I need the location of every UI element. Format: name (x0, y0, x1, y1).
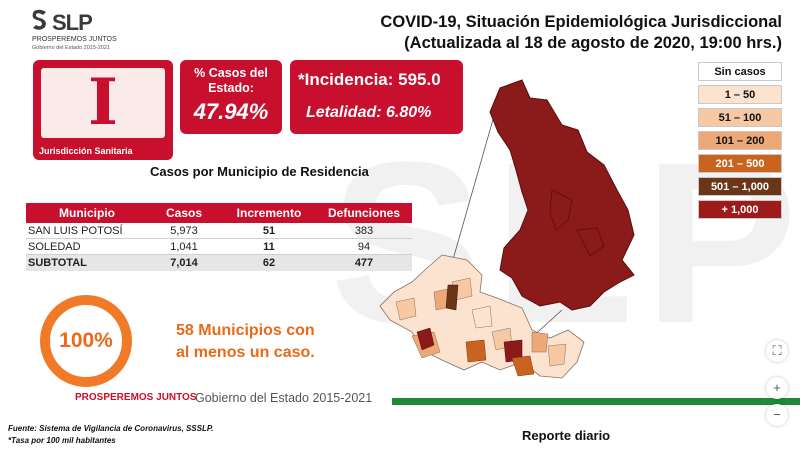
header-municipio: Municipio (59, 206, 115, 220)
cell-defunciones: 383 (354, 224, 374, 237)
cell-incremento: 11 (263, 240, 275, 253)
zoom-out-button[interactable]: − (766, 404, 788, 426)
percent-ring: 100% (40, 295, 132, 387)
legend-item: 501 – 1,000 (698, 177, 782, 196)
subtotal-defunciones: 477 (354, 257, 374, 269)
cell-casos: 1,041 (170, 240, 198, 253)
state-share-card: % Casos del Estado: 47.94% (180, 60, 282, 134)
zoom-in-icon: + (773, 380, 781, 395)
cell-incremento: 51 (262, 224, 276, 237)
brand-tagline: PROSPEREMOS JUNTOS (32, 36, 117, 43)
legend-item: + 1,000 (698, 200, 782, 219)
municipio-region (395, 297, 417, 321)
footer-stripe-gap (370, 398, 392, 405)
fit-screen-icon: ⛶ (772, 343, 782, 358)
legend-item: Sin casos (698, 62, 782, 81)
municipio-region (531, 331, 549, 353)
jurisdiction-numeral-box: I (41, 68, 165, 138)
municipio-region (511, 355, 535, 377)
table-row: SAN LUIS POTOSÍ 5,973 51 383 (26, 223, 412, 239)
header-casos: Casos (165, 206, 203, 220)
enlarged-internal-border (576, 227, 605, 257)
rate-note: *Tasa por 100 mil habitantes (8, 436, 116, 445)
legend-item: 101 – 200 (698, 131, 782, 150)
footer-green-stripe (388, 398, 800, 405)
table-title: Casos por Municipio de Residencia (150, 164, 369, 179)
jurisdiction-numeral: I (88, 65, 118, 140)
jurisdiction-map (379, 79, 635, 379)
header-incremento: Incremento (236, 206, 302, 220)
footer-government: Gobierno del Estado 2015-2021 (195, 391, 373, 405)
jurisdiction-label: Jurisdicción Sanitaria (39, 146, 133, 156)
cases-table: Municipio Casos Incremento Defunciones S… (26, 203, 412, 271)
table-header: Municipio Casos Incremento Defunciones (26, 203, 412, 223)
cell-municipio: SAN LUIS POTOSÍ (28, 224, 123, 237)
legend-item: 201 – 500 (698, 154, 782, 173)
fit-screen-button[interactable]: ⛶ (766, 340, 788, 362)
subtotal-casos: 7,014 (170, 257, 198, 269)
footer-logo: PROSPEREMOS JUNTOS (75, 392, 197, 403)
municipio-region (465, 339, 487, 363)
cell-casos: 5,973 (170, 224, 198, 237)
lethality-value: Letalidad: 6.80% (306, 104, 432, 121)
summary-line-1: 58 Municipios con (176, 322, 315, 339)
subtotal-incremento: 62 (262, 257, 276, 269)
enlarged-internal-border (549, 189, 573, 231)
slp-logo-icon (32, 9, 46, 30)
zoom-in-button[interactable]: + (766, 377, 788, 399)
cell-municipio: SOLEDAD (28, 240, 81, 253)
zoom-out-icon: − (773, 407, 781, 422)
rates-card: *Incidencia: 595.0 Letalidad: 6.80% (290, 60, 463, 134)
subtotal-label: SUBTOTAL (28, 257, 87, 269)
brand-subtag: Gobierno del Estado 2015-2021 (32, 45, 110, 51)
title-line-1: COVID-19, Situación Epidemiológica Juris… (380, 13, 782, 31)
page-title: COVID-19, Situación Epidemiológica Juris… (342, 12, 782, 54)
legend-item: 1 – 50 (698, 85, 782, 104)
source-note: Fuente: Sistema de Vigilancia de Coronav… (8, 424, 214, 433)
cell-defunciones: 94 (357, 240, 371, 253)
incidence-value: *Incidencia: 595.0 (298, 70, 441, 89)
report-label: Reporte diario (522, 428, 611, 443)
table-subtotal-row: SUBTOTAL 7,014 62 477 (26, 255, 412, 271)
brand-name: SLP (52, 10, 93, 35)
state-share-value: 47.94% (193, 99, 269, 124)
municipio-region (416, 327, 435, 351)
legend-item: 51 – 100 (698, 108, 782, 127)
summary-line-2: al menos un caso. (176, 344, 315, 361)
header-defunciones: Defunciones (327, 206, 400, 220)
municipalities-summary: 58 Municipios con al menos un caso. (176, 320, 315, 364)
table-row: SOLEDAD 1,041 11 94 (26, 239, 412, 255)
title-line-2: (Actualizada al 18 de agosto de 2020, 19… (404, 34, 782, 52)
map-legend: Sin casos 1 – 50 51 – 100 101 – 200 201 … (698, 62, 782, 223)
municipio-region (547, 343, 567, 367)
municipio-region (445, 284, 459, 311)
jurisdiction-card: I Jurisdicción Sanitaria (33, 60, 173, 160)
municipio-region (471, 305, 493, 329)
slp-logo: SLP PROSPEREMOS JUNTOS Gobierno del Esta… (30, 8, 117, 54)
percent-value: 100% (59, 329, 113, 352)
state-share-label: % Casos del Estado: (194, 66, 268, 95)
